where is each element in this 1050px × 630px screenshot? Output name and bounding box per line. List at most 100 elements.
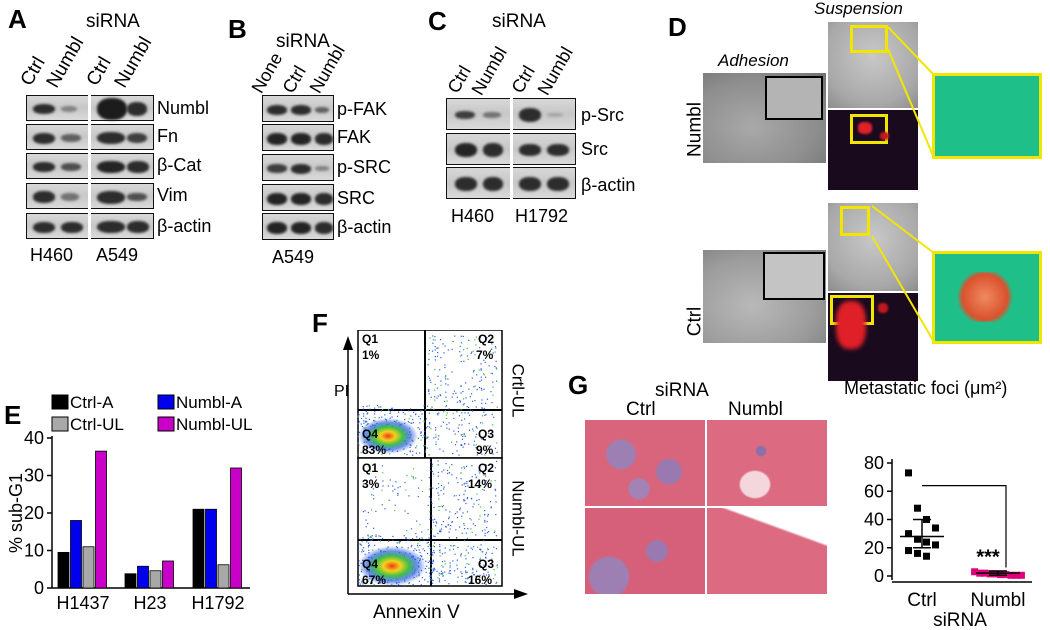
panel-d-adhesion-title: Adhesion: [718, 51, 789, 70]
e-xtick-label: H23: [133, 593, 166, 613]
panel-b-blot-row-1: [262, 95, 334, 122]
panel-b-line-a549: A549: [272, 247, 315, 267]
f1-q4v: 83%: [362, 443, 387, 457]
panel-c-line-h1792: H1792: [515, 206, 569, 226]
e-xtick-label: H1792: [191, 593, 244, 613]
panel-c-line-h460: H460: [451, 206, 495, 226]
adhesion-ctrl-inset: [763, 252, 825, 300]
panel-d-suspension-title: Suspension: [814, 0, 903, 18]
panel-b-protein-psrc: p-SRC: [337, 157, 392, 177]
g-xtick-label: Numbl: [971, 590, 1026, 611]
f2-q4v: 67%: [362, 573, 387, 587]
panel-c-letter: C: [428, 6, 447, 36]
e-bar: [95, 450, 107, 589]
g-point-ctrl: [914, 504, 921, 512]
g-point-ctrl: [923, 552, 930, 560]
e-bar: [137, 565, 149, 589]
e-ytick-label: 30: [24, 466, 44, 486]
g-significance: ***: [976, 546, 1000, 568]
zoom-numbl-inset: [932, 73, 1042, 159]
e-bar: [217, 564, 230, 589]
e-bar: [149, 570, 162, 589]
e-bar: [82, 546, 95, 589]
suspension-ctrl-fluorescence: [828, 293, 918, 381]
suspension-numbl-highlight: [850, 25, 888, 53]
panel-b-blot-row-5: [262, 213, 334, 240]
f2-q2: Q2: [478, 461, 495, 475]
histology-ctrl-1: [585, 420, 705, 506]
e-legend-swatch: [51, 416, 69, 432]
panel-d-letter: D: [668, 12, 687, 42]
g-point-ctrl: [914, 549, 921, 557]
panel-b-letter: B: [228, 14, 247, 44]
panel-c-protein-bactin: β-actin: [581, 175, 636, 195]
panel-e-letter: E: [4, 400, 22, 430]
g-point-numbl: [1017, 571, 1025, 579]
panel-e-chart: Ctrl-A Numbl-A Ctrl-UL Numbl-UL 0 10 20 30 40 % …: [6, 393, 253, 613]
f2-label: Numbl-UL: [508, 480, 528, 557]
e-bar: [205, 508, 217, 589]
e-legend-swatch: [157, 416, 175, 432]
e-ytick-label: 40: [24, 428, 44, 448]
f2-q2v: 14%: [468, 477, 493, 491]
e-ytick-label: 20: [24, 503, 44, 523]
panel-g-header: siRNA: [655, 380, 709, 401]
g-point-ctrl: [905, 469, 912, 477]
f2-q1: Q1: [362, 461, 379, 475]
panel-a-protein-bactin: β-actin: [157, 216, 212, 236]
panel-c-blot-row-3: [446, 167, 576, 199]
suspension-ctrl-brightfield: [828, 203, 918, 291]
f1-q1v: 1%: [362, 348, 380, 362]
g-ytick-label: 60: [864, 481, 884, 501]
panel-c-header: siRNA: [492, 11, 546, 32]
e-ylabel: % sub-G1: [6, 473, 26, 553]
g-xlabel: siRNA: [933, 610, 987, 630]
panel-c-protein-src: Src: [581, 139, 608, 159]
e-legend-swatch: [51, 394, 69, 410]
histology-numbl-1: [707, 420, 827, 506]
e-legend-label: Numbl-UL: [176, 415, 253, 434]
panel-c-protein-psrc: p-Src: [581, 105, 625, 125]
panel-a-line-h460: H460: [30, 245, 74, 265]
e-bar: [230, 467, 242, 589]
panel-b-blot-row-3: [262, 154, 334, 181]
e-bar: [57, 551, 70, 589]
e-bar: [70, 520, 82, 589]
panel-a-protein-fn: Fn: [157, 126, 179, 146]
panel-f-x-axis: Annexin V: [373, 602, 460, 623]
g-point-numbl: [1007, 571, 1015, 579]
adhesion-ctrl-image: [703, 250, 826, 343]
adhesion-numbl-inset: [765, 76, 823, 120]
suspension-ctrl-highlight: [840, 206, 870, 236]
f1-q3: Q3: [478, 427, 495, 441]
g-point-ctrl: [914, 535, 921, 543]
panel-f-y-axis: PI: [334, 383, 350, 400]
g-point-ctrl: [932, 541, 939, 549]
f2-q4: Q4: [362, 557, 379, 571]
e-legend-swatch: [157, 394, 175, 410]
panel-b-protein-bactin: β-actin: [337, 217, 392, 237]
e-bar: [192, 508, 205, 589]
histology-ctrl-2: [585, 508, 705, 594]
e-legend-label: Ctrl-A: [70, 393, 114, 412]
suspension-numbl-fluo-highlight: [850, 114, 888, 144]
f1-q4: Q4: [362, 427, 379, 441]
panel-a-protein-bcat: β-Cat: [157, 155, 202, 175]
g-point-ctrl: [905, 547, 912, 555]
panel-b-protein-fak: FAK: [337, 127, 372, 147]
panel-b-blot-row-2: [262, 124, 334, 151]
f1-q2v: 7%: [476, 348, 494, 362]
f1-q2: Q2: [478, 332, 495, 346]
f1-q1: Q1: [362, 332, 379, 346]
panel-a-header: siRNA: [86, 11, 140, 32]
g-xtick-label: Ctrl: [907, 590, 937, 611]
panel-g-letter: G: [568, 370, 589, 400]
f2-q3v: 16%: [468, 573, 493, 587]
g-ytick-label: 0: [874, 566, 884, 586]
e-ytick-label: 0: [34, 578, 44, 598]
histology-numbl-2: [707, 508, 827, 594]
panel-b-protein-pfak: p-FAK: [337, 99, 388, 119]
g-point-numbl: [1012, 571, 1020, 579]
e-xtick-label: H1437: [56, 593, 109, 613]
